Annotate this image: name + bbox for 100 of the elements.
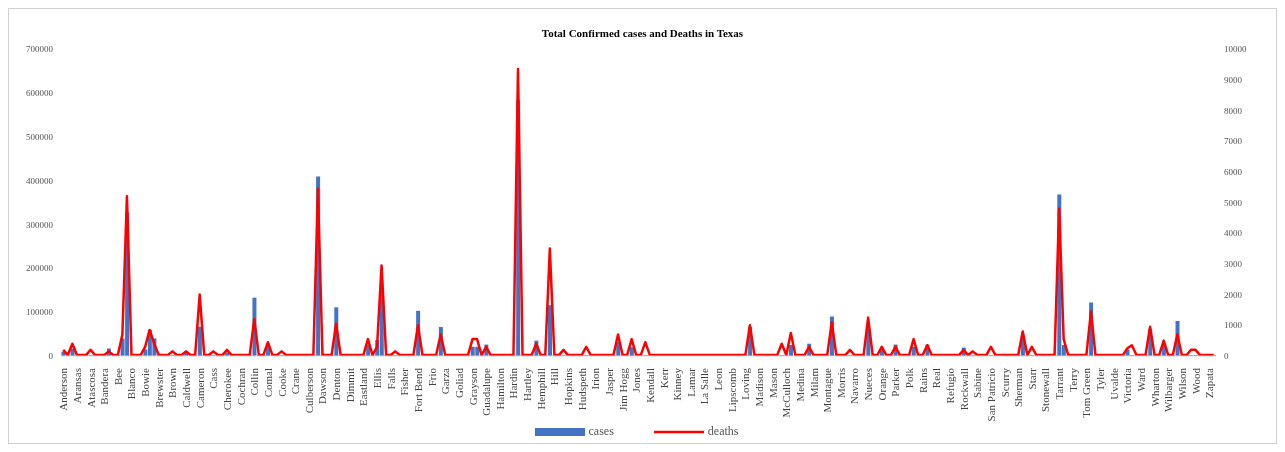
x-tick-label: Kendall [643, 368, 656, 403]
x-tick-label: Hemphill [534, 368, 547, 410]
x-tick-label: Wilson [1175, 367, 1188, 400]
x-tick-label: Starr [1025, 367, 1038, 390]
x-tick-label: Wilbarger [1162, 367, 1175, 412]
x-tick-label: Bowie [139, 367, 152, 397]
x-tick-label: Wharton [1148, 367, 1161, 407]
chart-title: Total Confirmed cases and Deaths in Texas [540, 26, 745, 39]
x-tick-label: Tarrant [1053, 368, 1066, 400]
x-tick-label: Navarro [848, 367, 861, 405]
x-tick-label: Comal [261, 368, 274, 398]
x-tick-label: Garza [439, 367, 452, 395]
x-tick-label: Tyler [1094, 367, 1107, 392]
x-tick-label: Ward [1134, 367, 1147, 392]
x-tick-label: Sherman [1012, 367, 1025, 408]
x-tick-label: Hopkins [562, 368, 575, 406]
x-tick-label: Aransas [70, 368, 83, 404]
y2-tick-label: 10000 [1224, 44, 1247, 55]
x-tick-label: Refugio [943, 367, 956, 404]
y2-tick-label: 6000 [1224, 167, 1243, 177]
x-tick-label: Falls [384, 368, 397, 390]
y-tick-label: 700000 [26, 44, 54, 55]
x-tick-label: Sabine [971, 367, 984, 398]
x-tick-label: Goliad [452, 367, 465, 398]
x-tick-label: Blanco [125, 367, 138, 400]
y2-tick-label: 7000 [1224, 136, 1243, 147]
x-tick-label: Parker [889, 367, 902, 397]
x-tick-label: Ellis [371, 368, 384, 389]
y2-tick-label: 9000 [1224, 74, 1243, 85]
y2-tick-label: 5000 [1224, 197, 1243, 208]
x-tick-label: Real [930, 368, 943, 389]
x-tick-label: Kinney [671, 367, 684, 401]
x-tick-label: Cherokee [220, 367, 233, 411]
x-tick-label: Collin [248, 367, 261, 396]
y2-tick-label: 0 [1224, 351, 1229, 362]
y-tick-label: 300000 [26, 219, 54, 230]
x-tick-label: Irion [589, 367, 602, 390]
x-tick-label: Dawson [316, 367, 329, 405]
x-tick-label: Cooke [275, 367, 288, 397]
x-tick-label: Bee [111, 367, 124, 386]
legend-label: deaths [706, 424, 739, 439]
x-tick-label: Uvalde [1107, 367, 1120, 400]
x-tick-label: Cochran [234, 367, 247, 406]
x-tick-label: Jasper [602, 367, 615, 396]
y-tick-label: 200000 [26, 263, 54, 274]
x-tick-label: Orange [875, 367, 888, 401]
y2-tick-label: 2000 [1224, 289, 1243, 300]
x-tick-label: Brewster [152, 367, 165, 408]
x-tick-label: Milam [807, 367, 820, 398]
x-tick-label: Caldwell [180, 368, 193, 408]
x-tick-label: Jim Hogg [616, 367, 629, 412]
x-tick-label: Hill [548, 368, 561, 386]
x-tick-label: Grayson [466, 367, 479, 406]
y2-tick-label: 1000 [1224, 320, 1243, 331]
x-tick-label: Zapata [1203, 367, 1216, 398]
x-tick-label: Lamar [684, 367, 697, 397]
x-tick-label: Morris [834, 368, 847, 398]
y2-tick-label: 3000 [1224, 259, 1243, 270]
x-tick-label: Hardin [507, 367, 520, 399]
x-tick-label: Wood [1189, 367, 1202, 395]
x-tick-label: Madison [753, 367, 765, 407]
x-tick-label: Kerr [657, 367, 670, 389]
x-tick-label: Brown [166, 367, 179, 398]
x-tick-label: Tom Green [1080, 367, 1093, 418]
x-tick-label: Atascosa [84, 367, 97, 408]
x-tick-label: Fisher [398, 367, 411, 396]
x-tick-label: McCulloch [780, 367, 793, 418]
x-tick-label: Loving [739, 367, 752, 400]
x-tick-label: Victoria [1121, 367, 1134, 404]
x-tick-label: Frio [425, 367, 438, 387]
x-tick-label: Dimmit [343, 368, 356, 403]
x-tick-label: Cameron [193, 367, 206, 409]
x-tick-label: Hudspeth [575, 367, 588, 411]
x-tick-label: Anderson [57, 367, 70, 411]
x-tick-label: La Salle [698, 367, 711, 405]
y-tick-label: 500000 [26, 131, 54, 142]
x-tick-label: Denton [330, 367, 343, 401]
x-tick-label: Leon [712, 367, 725, 391]
y2-tick-label: 8000 [1224, 105, 1243, 116]
y2-tick-label: 4000 [1224, 228, 1243, 239]
x-tick-label: Rockwall [957, 368, 970, 411]
x-tick-label: Stonewall [1039, 368, 1052, 412]
x-tick-label: Culberson [302, 367, 315, 414]
x-tick-label: Polk [903, 367, 916, 389]
x-tick-label: Cass [207, 368, 220, 389]
x-tick-label: Montague [821, 367, 834, 413]
x-tick-label: San Patricio [984, 367, 997, 422]
x-tick-label: Fort Bend [411, 367, 424, 413]
x-tick-label: Scurry [998, 367, 1011, 398]
legend-label: cases [587, 424, 614, 439]
y-tick-label: 600000 [26, 88, 54, 99]
x-tick-label: Rains [916, 368, 929, 394]
x-tick-label: Crane [289, 367, 302, 395]
x-tick-label: Eastland [357, 367, 370, 406]
y-tick-label: 100000 [26, 307, 54, 318]
x-tick-label: Jones [630, 368, 643, 393]
x-tick-label: Bandera [98, 367, 111, 405]
x-tick-label: Mason [766, 367, 779, 398]
x-tick-label: Hartley [521, 367, 534, 401]
x-tick-label: Nueces [862, 368, 875, 401]
